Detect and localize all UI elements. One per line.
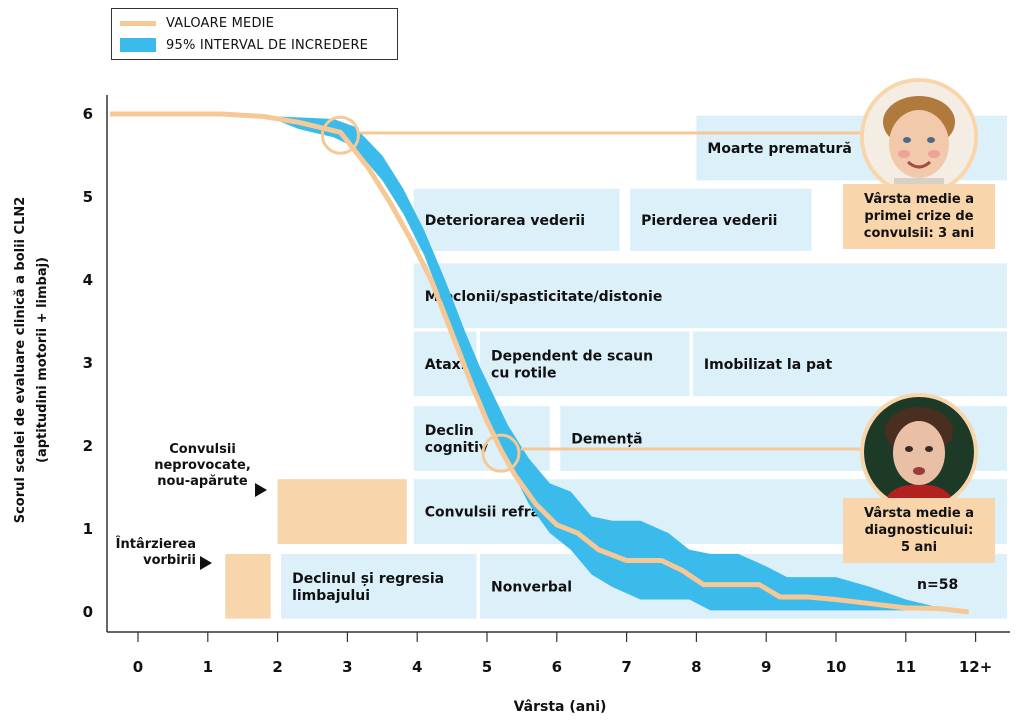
symptom-label: Imobilizat la pat <box>704 357 833 373</box>
legend: VALOARE MEDIE 95% INTERVAL DE INCREDERE <box>111 8 398 60</box>
symptom-label: Mioclonii/spasticitate/distonie <box>425 289 663 305</box>
mean-swatch <box>120 20 156 26</box>
legend-ci-label: 95% INTERVAL DE INCREDERE <box>166 37 369 53</box>
y-tick-label: 1 <box>83 520 93 538</box>
y-tick-label: 0 <box>83 603 93 621</box>
y-tick-label: 2 <box>83 437 93 455</box>
x-tick-label: 1 <box>203 658 213 676</box>
x-tick-label: 2 <box>272 658 282 676</box>
symptom-block-bg <box>413 263 1008 329</box>
symptom-block: Mioclonii/spasticitate/distonie <box>413 263 1008 329</box>
callout-seizure-age-text: Vârsta medie a primei crize de convulsii… <box>863 192 975 241</box>
legend-item-ci: 95% INTERVAL DE INCREDERE <box>120 36 368 54</box>
child-photo-avatar-older <box>860 393 978 511</box>
milestone-circle <box>481 433 521 473</box>
y-axis-subtitle: (aptitudini motorii + limbaj) <box>35 257 50 463</box>
symptom-block-bg <box>480 331 690 397</box>
y-tick-label: 3 <box>83 354 93 372</box>
x-tick-label: 10 <box>826 658 847 676</box>
onset-box <box>277 479 407 544</box>
arrow-icon <box>255 483 267 497</box>
y-tick-label: 5 <box>83 188 93 206</box>
symptom-block-bg <box>630 188 812 251</box>
callout-diagnosis-age: Vârsta medie a diagnosticului: 5 ani <box>843 498 995 563</box>
symptom-block: Imobilizat la pat <box>692 331 1008 397</box>
child-photo-avatar-young <box>860 78 978 196</box>
x-tick-label: 6 <box>552 658 562 676</box>
arrow-icon <box>200 556 212 570</box>
x-tick-label: 11 <box>895 658 916 676</box>
x-axis-title: Vârsta (ani) <box>514 699 607 715</box>
sample-size-label: n=58 <box>917 577 959 593</box>
symptom-block: Pierderea vederii <box>630 188 812 251</box>
x-tick-label: 8 <box>691 658 701 676</box>
symptom-block-bg <box>281 553 477 619</box>
symptom-label: Dependent de scaun <box>491 348 653 364</box>
onset-label-seizures: Convulsii neprovocate, nou-apărute <box>154 442 251 489</box>
symptom-label: cu rotile <box>491 365 556 381</box>
symptom-label: Declinul și regresia <box>292 571 444 587</box>
callout-seizure-age: Vârsta medie a primei crize de convulsii… <box>843 184 995 249</box>
x-tick-label: 9 <box>761 658 771 676</box>
x-tick-label: 12+ <box>959 658 992 676</box>
callout-diagnosis-age-text: Vârsta medie a diagnosticului: 5 ani <box>863 506 975 555</box>
y-tick-label: 4 <box>83 271 93 289</box>
mean-line <box>110 111 969 615</box>
symptom-label: Nonverbal <box>491 579 572 595</box>
x-tick-label: 3 <box>342 658 352 676</box>
x-tick-label: 0 <box>133 658 143 676</box>
symptom-label: Pierderea vederii <box>641 213 777 229</box>
legend-item-mean: VALOARE MEDIE <box>120 14 274 32</box>
milestone-circle <box>320 115 360 155</box>
symptom-label: limbajului <box>292 588 370 604</box>
x-tick-label: 5 <box>482 658 492 676</box>
x-tick-label: 7 <box>621 658 631 676</box>
x-tick-label: 4 <box>412 658 422 676</box>
y-axis-title: Scorul scalei de evaluare clinică a boli… <box>13 197 28 524</box>
symptom-label: Declin <box>425 423 474 439</box>
symptom-block-bg <box>413 188 620 251</box>
y-tick-label: 6 <box>83 105 93 123</box>
symptom-label: Deteriorarea vederii <box>425 213 585 229</box>
symptom-label: cognitiv <box>425 440 488 456</box>
ci-swatch <box>120 38 156 52</box>
symptom-block: Deteriorarea vederii <box>413 188 620 251</box>
confidence-band <box>110 114 969 612</box>
legend-mean-label: VALOARE MEDIE <box>166 15 275 31</box>
onset-box <box>225 553 271 619</box>
onset-label-speech: Întârzierea vorbirii <box>115 537 196 568</box>
symptom-label: Demență <box>571 432 642 448</box>
symptom-block-bg <box>692 331 1008 397</box>
symptom-label: Moarte prematură <box>707 141 851 157</box>
